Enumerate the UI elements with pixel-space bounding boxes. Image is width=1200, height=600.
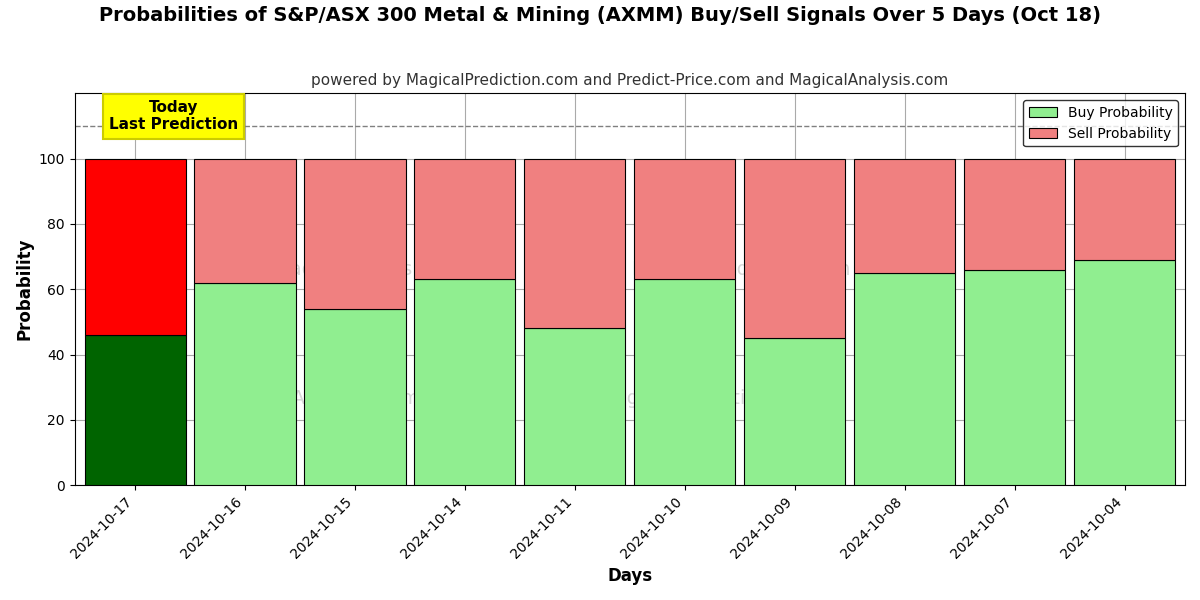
Text: MagicalAnalysis.com: MagicalAnalysis.com xyxy=(274,260,476,279)
Bar xyxy=(524,158,625,328)
Bar xyxy=(744,158,845,338)
Bar xyxy=(1074,260,1175,485)
Bar xyxy=(524,328,625,485)
Bar xyxy=(964,269,1066,485)
Bar xyxy=(84,335,186,485)
Text: Probabilities of S&P/ASX 300 Metal & Mining (AXMM) Buy/Sell Signals Over 5 Days : Probabilities of S&P/ASX 300 Metal & Min… xyxy=(98,6,1102,25)
Bar xyxy=(744,338,845,485)
X-axis label: Days: Days xyxy=(607,567,653,585)
Bar xyxy=(414,280,516,485)
Bar xyxy=(414,158,516,280)
Text: MagicalAnalysis.com: MagicalAnalysis.com xyxy=(217,389,420,409)
Text: MagicalPrediction.com: MagicalPrediction.com xyxy=(631,260,851,279)
Bar xyxy=(635,280,736,485)
Title: powered by MagicalPrediction.com and Predict-Price.com and MagicalAnalysis.com: powered by MagicalPrediction.com and Pre… xyxy=(311,73,948,88)
Y-axis label: Probability: Probability xyxy=(16,238,34,340)
Text: Today
Last Prediction: Today Last Prediction xyxy=(109,100,239,133)
Bar xyxy=(194,283,295,485)
Bar xyxy=(635,158,736,280)
Bar xyxy=(964,158,1066,269)
Bar xyxy=(854,158,955,273)
Legend: Buy Probability, Sell Probability: Buy Probability, Sell Probability xyxy=(1024,100,1178,146)
Bar xyxy=(84,158,186,335)
Bar xyxy=(194,158,295,283)
Bar xyxy=(305,158,406,309)
Bar xyxy=(854,273,955,485)
Bar xyxy=(1074,158,1175,260)
Text: MagicalPrediction.com: MagicalPrediction.com xyxy=(598,389,817,409)
Bar xyxy=(305,309,406,485)
